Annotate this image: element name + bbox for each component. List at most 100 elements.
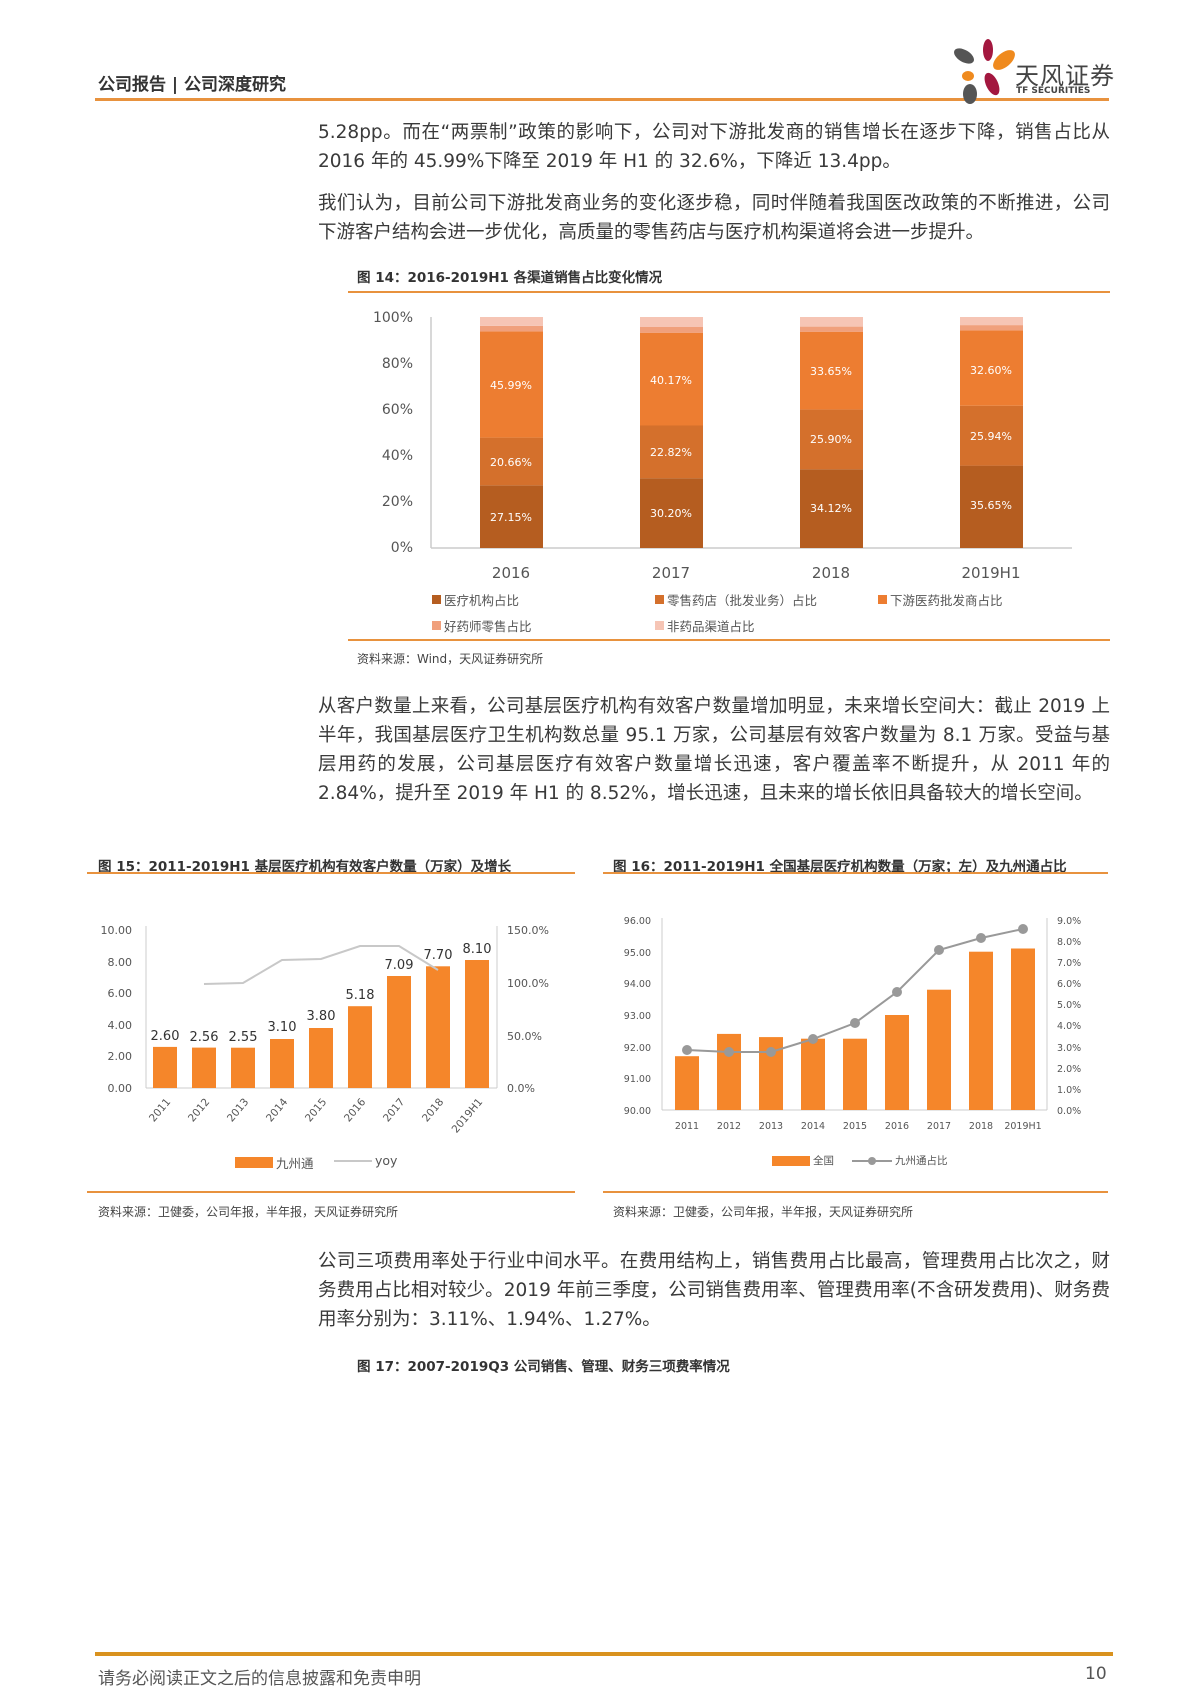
- svg-text:30.20%: 30.20%: [650, 507, 692, 520]
- svg-text:25.90%: 25.90%: [810, 433, 852, 446]
- svg-text:3.0%: 3.0%: [1057, 1043, 1081, 1054]
- svg-text:80%: 80%: [382, 356, 413, 372]
- svg-text:1.0%: 1.0%: [1057, 1085, 1081, 1096]
- svg-text:40.17%: 40.17%: [650, 374, 692, 387]
- legend-swatch: [655, 595, 664, 604]
- figure-15-top-rule: [87, 872, 575, 874]
- svg-text:96.00: 96.00: [624, 916, 651, 927]
- svg-text:40%: 40%: [382, 448, 413, 464]
- logo-flower-icon: [954, 39, 1015, 104]
- legend-swatch: [432, 595, 441, 604]
- figure-14-bottom-rule: [348, 639, 1110, 641]
- svg-text:2.00: 2.00: [108, 1050, 133, 1063]
- svg-text:6.00: 6.00: [108, 987, 133, 1000]
- svg-text:2.55: 2.55: [229, 1030, 258, 1045]
- logo-text-cn: 天风证券: [1015, 62, 1115, 90]
- svg-text:90.00: 90.00: [624, 1106, 651, 1117]
- svg-text:9.0%: 9.0%: [1057, 916, 1081, 927]
- svg-text:5.18: 5.18: [346, 988, 375, 1003]
- svg-text:2012: 2012: [717, 1121, 741, 1132]
- legend-line-marker-icon: [852, 1156, 892, 1165]
- header-divider: [95, 98, 1109, 101]
- svg-text:2017: 2017: [927, 1121, 951, 1132]
- svg-text:95.00: 95.00: [624, 948, 651, 959]
- legend-haoyaoshi-retail: 好药师零售占比: [432, 616, 532, 635]
- tf-securities-logo: [950, 38, 1120, 104]
- legend-swatch: [655, 621, 664, 630]
- footer-divider: [95, 1652, 1113, 1656]
- svg-text:20.66%: 20.66%: [490, 456, 532, 469]
- svg-text:5.0%: 5.0%: [1057, 1000, 1081, 1011]
- figure-16-title: 图 16：2011-2019H1 全国基层医疗机构数量（万家；左）及九州通占比: [613, 859, 1067, 875]
- svg-text:4.00: 4.00: [108, 1019, 133, 1032]
- figure-15-bottom-rule: [87, 1191, 575, 1193]
- report-header-title: 公司报告 | 公司深度研究: [98, 75, 287, 95]
- figure-14-top-rule: [348, 291, 1110, 293]
- figure-16-source: 资料来源：卫健委，公司年报，半年报，天风证券研究所: [613, 1205, 914, 1219]
- svg-text:2016: 2016: [342, 1096, 369, 1124]
- svg-text:2016: 2016: [885, 1121, 909, 1132]
- svg-text:32.60%: 32.60%: [970, 364, 1012, 377]
- svg-text:34.12%: 34.12%: [810, 502, 852, 515]
- svg-text:7.09: 7.09: [385, 958, 414, 973]
- legend-retail-pharmacy: 零售药店（批发业务）占比: [655, 590, 817, 609]
- svg-text:4.0%: 4.0%: [1057, 1021, 1081, 1032]
- svg-text:33.65%: 33.65%: [810, 365, 852, 378]
- svg-text:7.70: 7.70: [424, 948, 453, 963]
- svg-text:3.10: 3.10: [268, 1020, 297, 1035]
- svg-text:20%: 20%: [382, 494, 413, 510]
- figure-16-top-rule: [603, 872, 1108, 874]
- svg-text:2013: 2013: [225, 1096, 251, 1124]
- svg-text:2015: 2015: [843, 1121, 867, 1132]
- legend-line: [334, 1159, 372, 1162]
- paragraph-1: 5.28pp。而在“两票制”政策的影响下，公司对下游批发商的销售增长在逐步下降，…: [318, 122, 1110, 172]
- paragraph-2: 我们认为，目前公司下游批发商业务的变化逐步稳，同时伴随着我国医改政策的不断推进，…: [318, 193, 1110, 243]
- svg-text:2018: 2018: [420, 1096, 446, 1124]
- svg-text:2011: 2011: [147, 1096, 173, 1124]
- svg-text:2012: 2012: [186, 1096, 212, 1124]
- svg-text:2014: 2014: [264, 1096, 291, 1124]
- figure-16-bottom-rule: [603, 1191, 1108, 1193]
- svg-text:7.0%: 7.0%: [1057, 958, 1081, 969]
- svg-text:100.0%: 100.0%: [507, 977, 549, 990]
- svg-text:25.94%: 25.94%: [970, 430, 1012, 443]
- figure-14-title: 图 14：2016-2019H1 各渠道销售占比变化情况: [357, 270, 663, 286]
- svg-text:2015: 2015: [303, 1096, 329, 1124]
- svg-text:8.0%: 8.0%: [1057, 937, 1081, 948]
- svg-text:0.0%: 0.0%: [507, 1082, 535, 1095]
- paragraph-3: 从客户数量上来看，公司基层医疗机构有效客户数量增加明显，未来增长空间大：截止 2…: [318, 696, 1110, 804]
- legend-national: 全国: [772, 1153, 834, 1168]
- svg-text:92.00: 92.00: [624, 1043, 651, 1054]
- svg-text:3.80: 3.80: [307, 1009, 336, 1024]
- svg-text:0.00: 0.00: [108, 1082, 133, 1095]
- figure-17-title: 图 17：2007-2019Q3 公司销售、管理、财务三项费率情况: [357, 1359, 730, 1375]
- page-number: 10: [1085, 1664, 1107, 1684]
- legend-jiuzhoutong-share: 九州通占比: [852, 1153, 948, 1168]
- svg-text:8.10: 8.10: [463, 942, 492, 957]
- svg-text:94.00: 94.00: [624, 979, 651, 990]
- svg-text:2018: 2018: [969, 1121, 993, 1132]
- svg-text:2011: 2011: [675, 1121, 699, 1132]
- svg-text:50.0%: 50.0%: [507, 1030, 542, 1043]
- svg-text:0.0%: 0.0%: [1057, 1106, 1081, 1117]
- legend-medical-institutions: 医疗机构占比: [432, 590, 519, 609]
- footer-disclaimer: 请务必阅读正文之后的信息披露和免责申明: [98, 1669, 421, 1689]
- legend-swatch: [235, 1157, 273, 1168]
- svg-text:45.99%: 45.99%: [490, 379, 532, 392]
- svg-text:2018: 2018: [812, 564, 850, 582]
- svg-text:100%: 100%: [373, 310, 413, 326]
- figure-16-chart: 96.00 95.00 94.00 93.00 92.00 91.00 90.00 9.0…: [603, 900, 1108, 1180]
- svg-text:2013: 2013: [759, 1121, 783, 1132]
- legend-yoy: yoy: [334, 1153, 397, 1168]
- figure-15-chart: 10.00 8.00 6.00 4.00 2.00 0.00 150.0% 100.0% 5…: [87, 900, 577, 1190]
- svg-text:10.00: 10.00: [101, 924, 133, 937]
- svg-text:27.15%: 27.15%: [490, 511, 532, 524]
- figure-15-title: 图 15：2011-2019H1 基层医疗机构有效客户数量（万家）及增长: [98, 859, 512, 875]
- svg-text:93.00: 93.00: [624, 1011, 651, 1022]
- svg-text:2016: 2016: [492, 564, 530, 582]
- legend-swatch: [432, 621, 441, 630]
- legend-downstream-wholesalers: 下游医药批发商占比: [878, 590, 1003, 609]
- figure-14-source: 资料来源：Wind，天风证券研究所: [357, 652, 544, 666]
- logo-text-en: TF SECURITIES: [1016, 86, 1091, 96]
- svg-text:35.65%: 35.65%: [970, 499, 1012, 512]
